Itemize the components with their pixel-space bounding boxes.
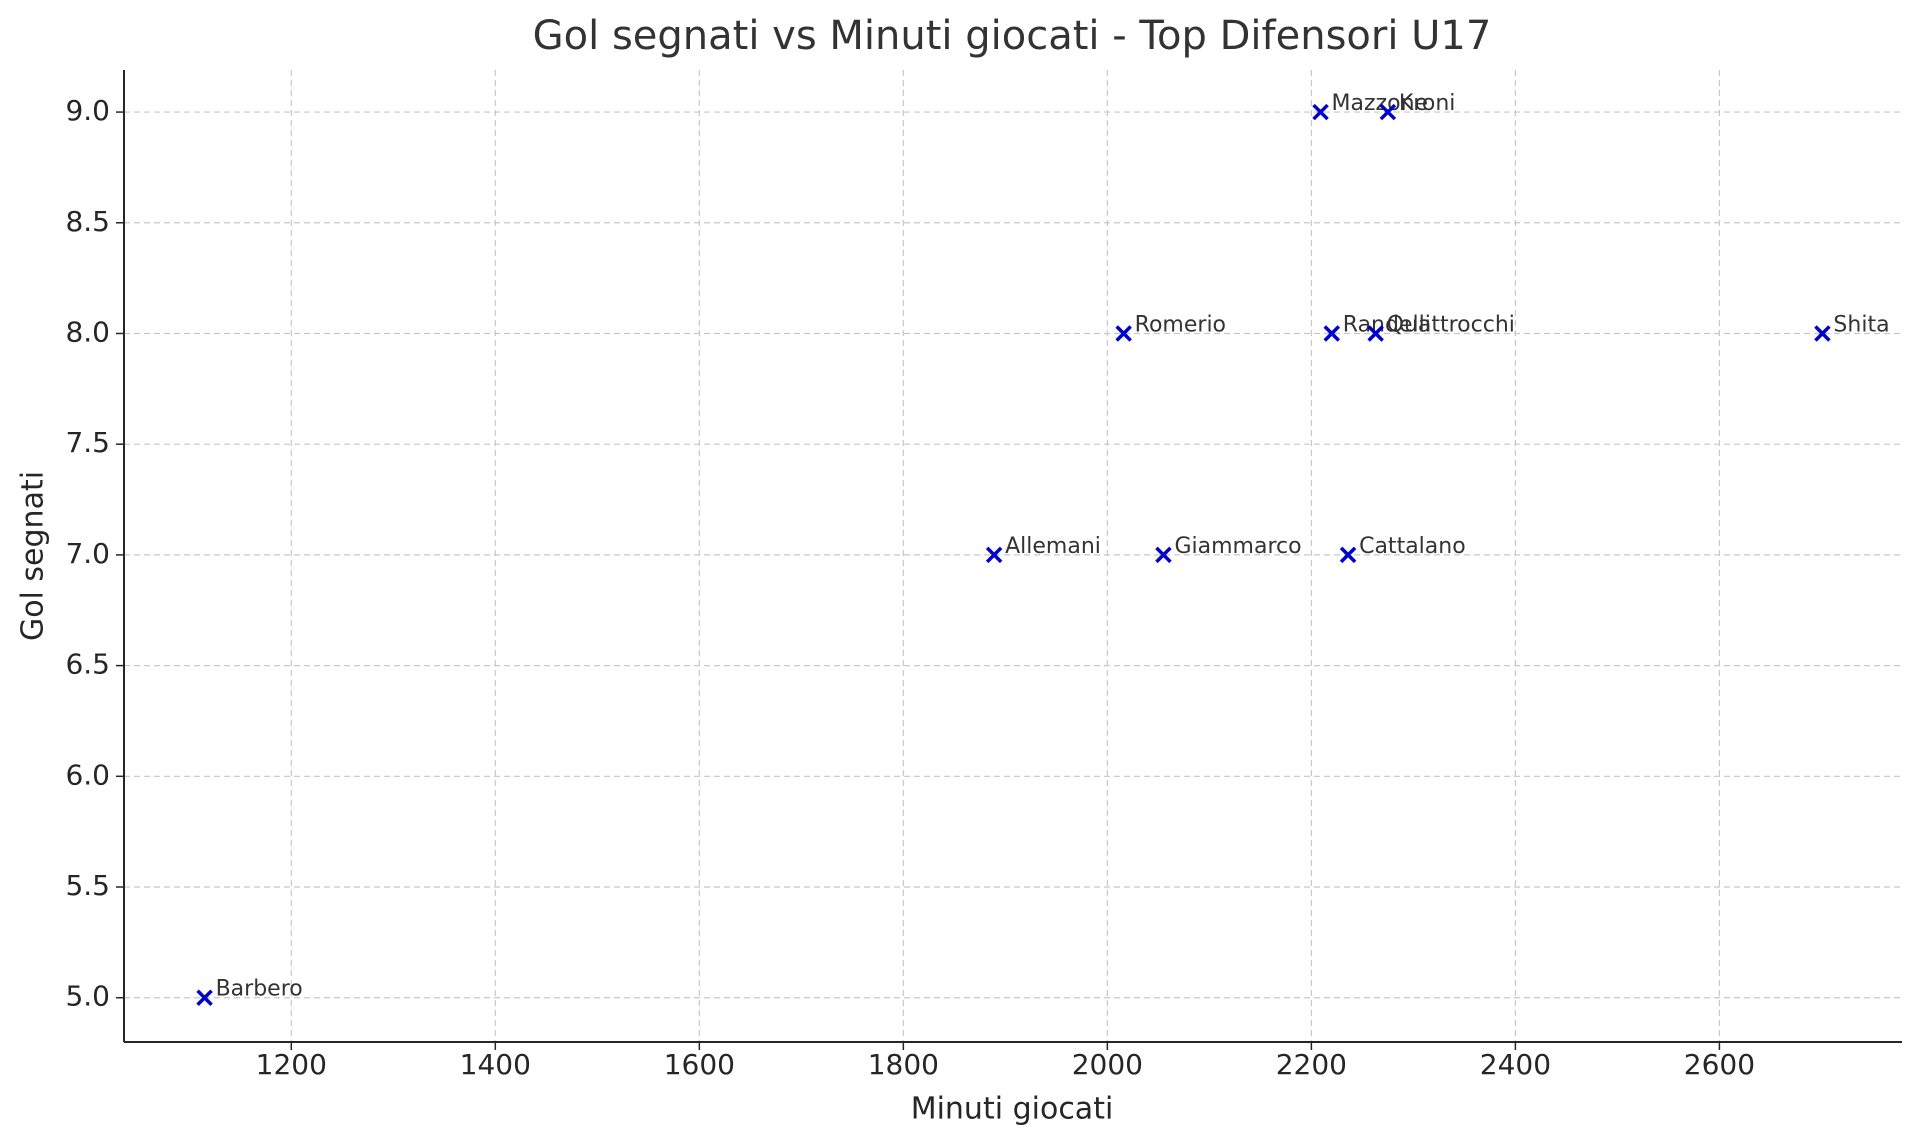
point-label: Randelli <box>1343 312 1431 337</box>
y-tick-label: 5.5 <box>65 869 110 902</box>
y-tick-label: 8.5 <box>65 205 110 238</box>
y-tick-label: 5.0 <box>65 980 110 1013</box>
point-label: Kroni <box>1399 91 1456 116</box>
chart-title: Gol segnati vs Minuti giocati - Top Dife… <box>533 13 1492 59</box>
y-axis-label: Gol segnati <box>16 471 51 641</box>
x-axis-label: Minuti giocati <box>911 1092 1114 1127</box>
point <box>1312 103 1329 121</box>
point-label: Barbero <box>216 977 303 1002</box>
x-tick-label: 2000 <box>1072 1048 1143 1081</box>
point-label: Cattalano <box>1359 534 1466 559</box>
point <box>1339 546 1357 564</box>
point <box>985 546 1003 564</box>
y-tick-label: 6.5 <box>65 648 110 681</box>
y-tick-label: 9.0 <box>65 94 110 127</box>
x-tick-label: 2400 <box>1480 1048 1551 1081</box>
point-label: Shita <box>1833 312 1889 337</box>
point-label: Romerio <box>1135 312 1226 337</box>
point <box>1155 546 1172 564</box>
point <box>1115 325 1132 342</box>
y-tick-label: 7.0 <box>65 537 110 570</box>
y-tick-label: 6.0 <box>65 758 110 791</box>
x-tick-label: 2600 <box>1684 1048 1755 1081</box>
point-label: Quattrocchi <box>1387 312 1515 337</box>
point-label: Mazzone <box>1332 91 1429 116</box>
x-tick-label: 1600 <box>664 1048 735 1081</box>
y-tick-label: 8.0 <box>65 315 110 348</box>
point <box>1379 103 1397 121</box>
x-tick-label: 1800 <box>868 1048 939 1081</box>
point-label: Giammarco <box>1174 534 1301 559</box>
x-tick-label: 2200 <box>1276 1048 1347 1081</box>
x-tick-label: 1200 <box>256 1048 327 1081</box>
point-label: Allemani <box>1005 534 1101 559</box>
y-tick-label: 7.5 <box>65 426 110 459</box>
point <box>196 989 213 1006</box>
point <box>1367 325 1384 342</box>
point <box>1814 325 1831 342</box>
point <box>1323 325 1341 342</box>
x-tick-label: 1400 <box>460 1048 531 1081</box>
